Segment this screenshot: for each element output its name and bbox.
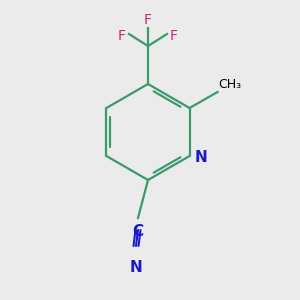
Text: N: N — [130, 260, 142, 275]
Text: N: N — [195, 149, 207, 164]
Text: CH₃: CH₃ — [219, 78, 242, 91]
Text: F: F — [118, 29, 126, 43]
Text: F: F — [170, 29, 178, 43]
Text: C: C — [132, 224, 144, 239]
Text: F: F — [144, 13, 152, 27]
